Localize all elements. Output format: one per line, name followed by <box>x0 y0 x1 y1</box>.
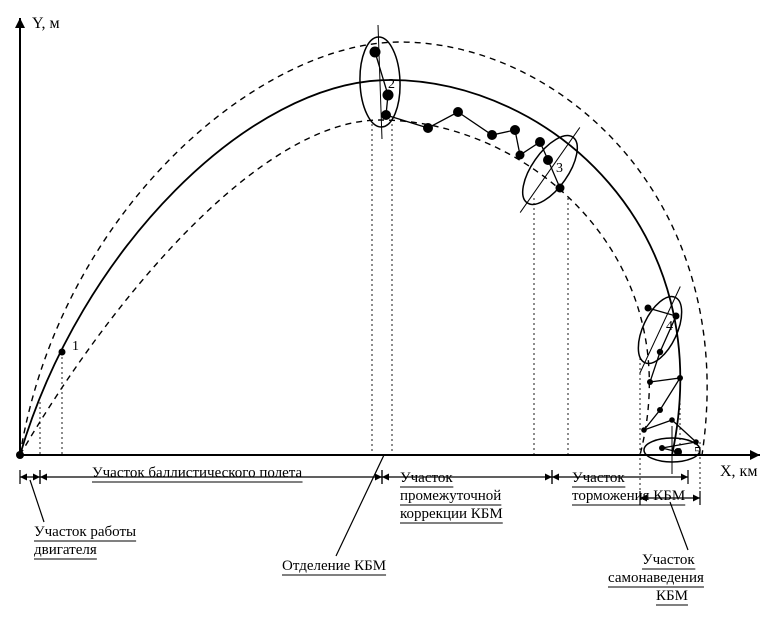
scatter-point-7 <box>516 151 525 160</box>
scatter-point-2 <box>381 110 391 120</box>
scatter-point-5 <box>487 130 497 140</box>
scatter-point-6 <box>510 125 520 135</box>
scatter-point-21 <box>674 448 682 456</box>
phase-label-intermediate_l3: коррекции КБМ <box>400 506 503 522</box>
scatter-point-8 <box>535 137 545 147</box>
scatter-point-19 <box>693 439 699 445</box>
phase-label-homing_l3: КБМ <box>656 588 688 604</box>
num-label-n3: 3 <box>556 161 563 176</box>
phase-label-homing_l1: Участок <box>642 552 695 568</box>
phase-label-braking_l1: Участок <box>572 470 625 486</box>
point-1 <box>59 349 66 356</box>
phase-label-intermediate_l2: промежуточной <box>400 488 501 504</box>
scatter-point-0 <box>370 47 381 58</box>
phase-label-separation: Отделение КБМ <box>282 558 386 574</box>
scatter-point-17 <box>641 427 647 433</box>
scatter-point-15 <box>677 375 683 381</box>
num-label-n5: 5 <box>694 445 701 460</box>
phase-label-homing_l2: самонаведения <box>608 570 704 586</box>
phase-label-engine_l1: Участок работы <box>34 524 136 540</box>
scatter-point-13 <box>657 349 663 355</box>
phase-label-engine_l2: двигателя <box>34 542 97 558</box>
scatter-point-4 <box>453 107 463 117</box>
y-axis-label: Y, м <box>32 15 60 32</box>
num-label-n2: 2 <box>388 77 395 92</box>
scatter-point-3 <box>423 123 433 133</box>
scatter-point-18 <box>669 417 675 423</box>
scatter-point-9 <box>543 155 553 165</box>
scatter-point-10 <box>556 184 565 193</box>
scatter-point-11 <box>645 305 652 312</box>
scatter-point-14 <box>647 379 653 385</box>
phase-label-intermediate_l1: Участок <box>400 470 453 486</box>
scatter-point-16 <box>657 407 663 413</box>
x-axis-label: X, км <box>720 463 757 480</box>
phase-label-ballistic: Участок баллистического полета <box>92 465 303 481</box>
scatter-point-12 <box>673 313 680 320</box>
scatter-point-20 <box>659 445 665 451</box>
phase-label-braking_l2: торможения КБМ <box>572 488 685 504</box>
num-label-n1: 1 <box>72 339 79 354</box>
num-label-n4: 4 <box>666 319 673 334</box>
origin-dot <box>16 451 24 459</box>
